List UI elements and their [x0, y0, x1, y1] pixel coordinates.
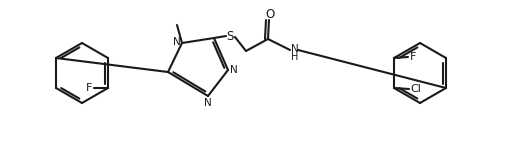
Text: N: N — [291, 44, 299, 54]
Text: N: N — [173, 37, 181, 47]
Text: H: H — [291, 52, 299, 62]
Text: N: N — [204, 98, 212, 108]
Text: N: N — [230, 65, 238, 75]
Text: F: F — [410, 52, 416, 62]
Text: O: O — [265, 7, 275, 20]
Text: S: S — [226, 29, 234, 42]
Text: Cl: Cl — [411, 84, 422, 94]
Text: F: F — [86, 83, 92, 93]
